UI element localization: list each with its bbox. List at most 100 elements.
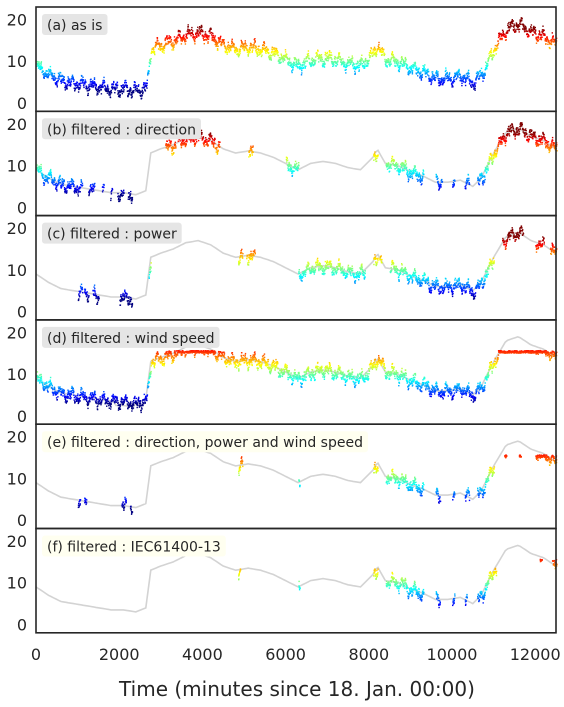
data-point [328, 51, 331, 53]
data-point [82, 81, 84, 83]
data-point [506, 133, 508, 135]
data-point [266, 50, 268, 52]
data-point [348, 56, 350, 58]
data-point [500, 140, 503, 143]
data-point [130, 298, 132, 301]
data-point [421, 73, 424, 76]
data-point [63, 187, 66, 189]
data-point [485, 172, 488, 174]
data-point [49, 174, 51, 176]
data-point [120, 296, 122, 298]
data-point [493, 157, 495, 160]
data-point [481, 75, 484, 77]
data-point [87, 298, 89, 300]
data-point [541, 136, 543, 138]
data-point [441, 83, 443, 85]
data-point [484, 74, 486, 76]
data-point [523, 135, 526, 137]
data-point [406, 64, 409, 66]
data-point [91, 86, 93, 88]
data-point [256, 48, 258, 50]
data-point [317, 58, 320, 60]
data-point [307, 265, 309, 267]
data-point [69, 85, 72, 87]
data-point [296, 166, 299, 168]
data-point [231, 40, 233, 42]
data-point [78, 298, 80, 300]
data-point [392, 263, 395, 265]
data-point [552, 41, 555, 43]
data-point [130, 94, 132, 96]
data-point [539, 143, 541, 146]
data-point [188, 138, 190, 141]
data-point [293, 62, 296, 64]
data-point [299, 276, 302, 278]
data-point [150, 267, 152, 269]
data-point [149, 271, 151, 274]
data-point [466, 77, 468, 80]
data-point [336, 265, 338, 268]
data-point [312, 269, 314, 271]
data-point [223, 39, 225, 41]
data-point [186, 32, 189, 35]
data-point [308, 58, 311, 60]
data-point [335, 273, 337, 275]
data-point [336, 62, 338, 65]
data-point [130, 303, 133, 305]
data-point [397, 63, 399, 65]
data-point [117, 90, 119, 92]
data-point [399, 67, 401, 69]
data-point [378, 46, 381, 49]
data-point [131, 200, 133, 202]
data-point [427, 68, 429, 70]
data-point [38, 63, 41, 65]
data-point [185, 35, 187, 37]
data-point [479, 180, 481, 182]
data-point [69, 82, 72, 84]
data-point [539, 138, 541, 140]
data-point [420, 79, 423, 81]
data-point [444, 75, 447, 77]
data-point [265, 52, 267, 54]
data-point [398, 170, 400, 172]
data-point [422, 169, 424, 171]
data-point [59, 178, 61, 181]
data-point [76, 190, 78, 192]
data-point [206, 142, 208, 145]
data-point [167, 147, 169, 149]
data-point [312, 64, 315, 66]
data-point [327, 60, 329, 62]
data-point [213, 142, 215, 144]
data-point [343, 268, 345, 270]
data-point [270, 55, 273, 57]
data-point [480, 72, 482, 74]
data-point [87, 300, 90, 302]
data-point [186, 34, 188, 36]
data-point [530, 30, 532, 32]
data-point [318, 269, 320, 272]
data-point [206, 141, 208, 143]
data-point [369, 52, 371, 54]
data-point [495, 155, 498, 157]
data-point [419, 178, 421, 181]
data-point [94, 293, 97, 295]
data-point [432, 78, 434, 80]
data-point [98, 89, 100, 91]
data-point [535, 141, 538, 143]
data-point [402, 59, 405, 61]
data-point [322, 270, 324, 272]
data-point [452, 82, 454, 84]
data-point [549, 47, 551, 50]
data-point [199, 31, 201, 33]
data-point [219, 145, 221, 148]
data-point [255, 49, 257, 51]
data-point [239, 256, 242, 258]
data-point [544, 137, 546, 139]
data-point [397, 171, 400, 173]
data-point [312, 268, 314, 270]
data-point [53, 184, 55, 186]
data-point [495, 153, 498, 155]
data-point [464, 76, 466, 78]
data-point [78, 296, 81, 298]
